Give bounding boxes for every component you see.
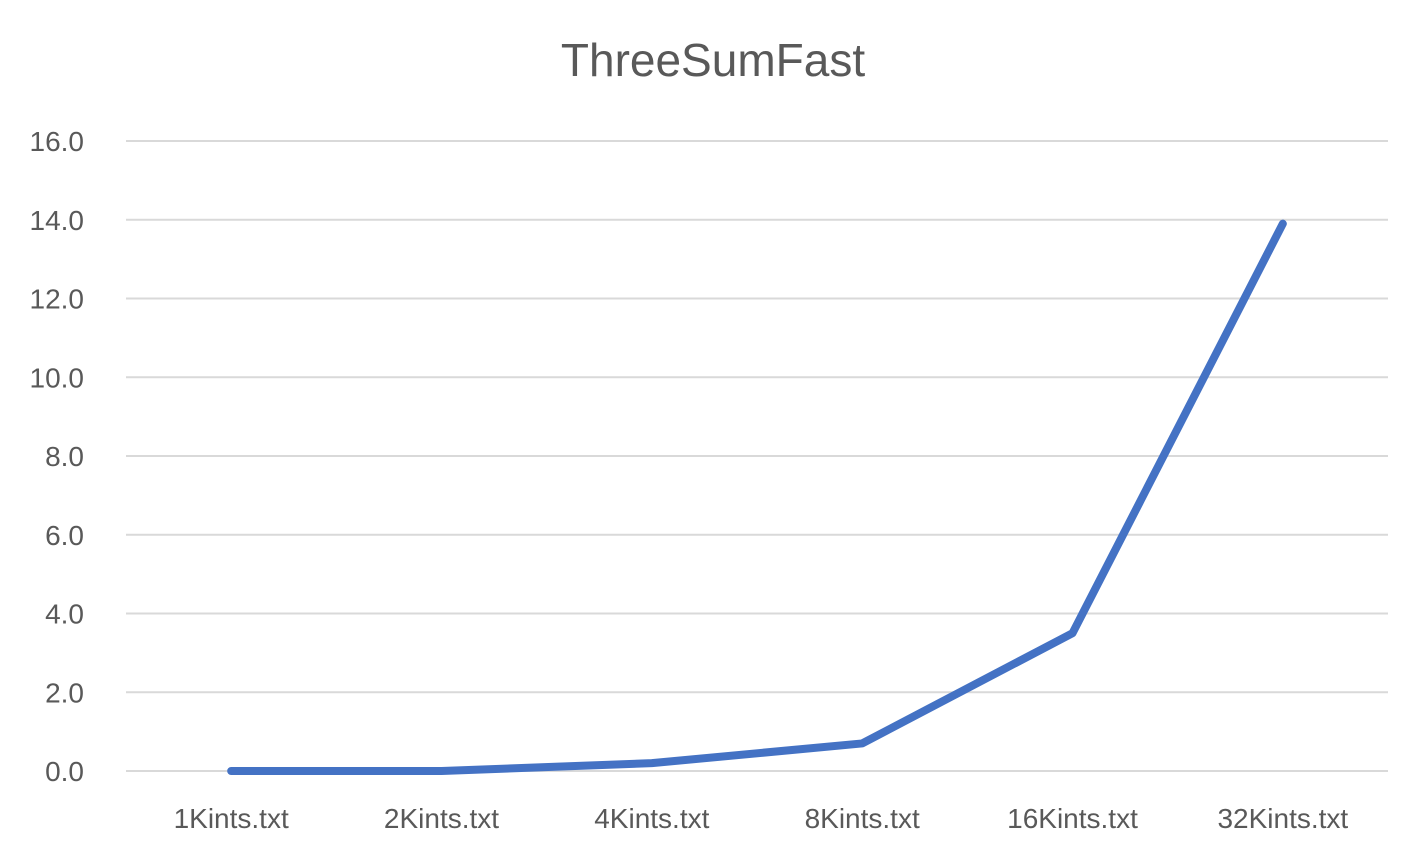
y-tick-label: 10.0	[30, 362, 85, 393]
y-tick-label: 4.0	[45, 599, 84, 630]
y-axis-tick-labels: 0.0 2.0 4.0 6.0 8.0 10.0 12.0 14.0 16.0	[30, 126, 85, 787]
series-line-0	[227, 219, 1287, 775]
y-tick-label: 0.0	[45, 756, 84, 787]
series-group	[227, 219, 1287, 775]
x-tick-label: 16Kints.txt	[1007, 803, 1138, 834]
x-tick-label: 32Kints.txt	[1217, 803, 1348, 834]
gridlines	[126, 140, 1388, 772]
y-tick-label: 14.0	[30, 205, 85, 236]
y-tick-label: 2.0	[45, 677, 84, 708]
y-tick-label: 12.0	[30, 284, 85, 315]
y-tick-label: 8.0	[45, 441, 84, 472]
x-tick-label: 1Kints.txt	[174, 803, 289, 834]
chart-title: ThreeSumFast	[561, 34, 865, 86]
x-axis-tick-labels: 1Kints.txt 2Kints.txt 4Kints.txt 8Kints.txt…	[174, 803, 1349, 834]
x-tick-label: 2Kints.txt	[384, 803, 499, 834]
x-tick-label: 4Kints.txt	[594, 803, 709, 834]
y-tick-label: 16.0	[30, 126, 85, 157]
x-tick-label: 8Kints.txt	[805, 803, 920, 834]
y-tick-label: 6.0	[45, 520, 84, 551]
